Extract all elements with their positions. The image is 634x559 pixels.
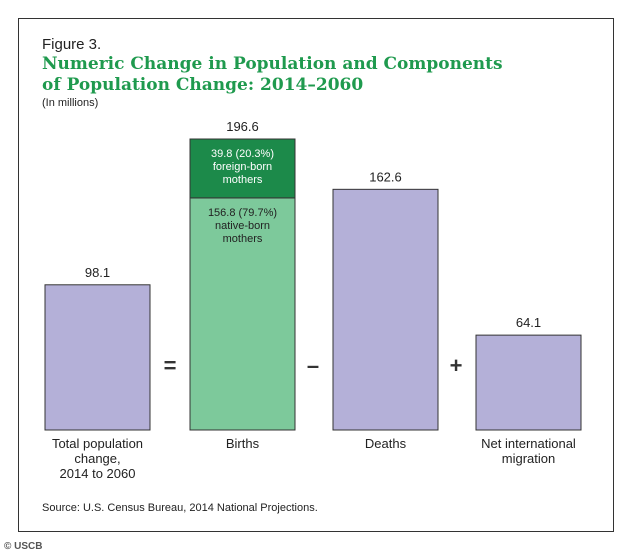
births-native-label-2: mothers bbox=[223, 233, 263, 245]
category-label-0-1: change, bbox=[74, 451, 120, 466]
bar-2 bbox=[332, 188, 439, 431]
chart-title-line2: of Population Change: 2014–2060 bbox=[42, 75, 364, 95]
value-label-1: 196.6 bbox=[226, 119, 259, 134]
bar-0 bbox=[44, 284, 151, 431]
category-label-0-2: 2014 to 2060 bbox=[60, 466, 136, 481]
operator-2: + bbox=[450, 353, 463, 378]
category-label-3-1: migration bbox=[502, 451, 555, 466]
category-label-3-0: Net international bbox=[481, 436, 576, 451]
value-label-2: 162.6 bbox=[369, 169, 402, 184]
births-foreign-label-0: 39.8 (20.3%) bbox=[211, 148, 274, 160]
category-label-0-0: Total population bbox=[52, 436, 143, 451]
source-note: Source: U.S. Census Bureau, 2014 Nationa… bbox=[42, 502, 318, 514]
value-label-0: 98.1 bbox=[85, 265, 110, 280]
bar-births-foreign bbox=[189, 138, 296, 199]
births-native-label-1: native-born bbox=[215, 220, 270, 232]
bar-births-native bbox=[189, 197, 296, 431]
births-native-label-0: 156.8 (79.7%) bbox=[208, 207, 277, 219]
chart-title: Numeric Change in Population and Compone… bbox=[42, 54, 503, 96]
category-label-1-0: Births bbox=[226, 436, 260, 451]
figure-label: Figure 3. bbox=[42, 36, 102, 53]
figure-frame bbox=[18, 18, 614, 532]
image-credit: © USCB bbox=[4, 541, 43, 552]
operator-1: – bbox=[307, 353, 319, 378]
value-label-3: 64.1 bbox=[516, 315, 541, 330]
bar-3 bbox=[475, 334, 582, 431]
births-foreign-label-2: mothers bbox=[223, 174, 263, 186]
category-label-2-0: Deaths bbox=[365, 436, 407, 451]
chart-title-line1: Numeric Change in Population and Compone… bbox=[42, 54, 503, 74]
operator-0: = bbox=[164, 353, 177, 378]
units-label: (In millions) bbox=[42, 97, 99, 109]
births-foreign-label-1: foreign-born bbox=[213, 161, 272, 173]
